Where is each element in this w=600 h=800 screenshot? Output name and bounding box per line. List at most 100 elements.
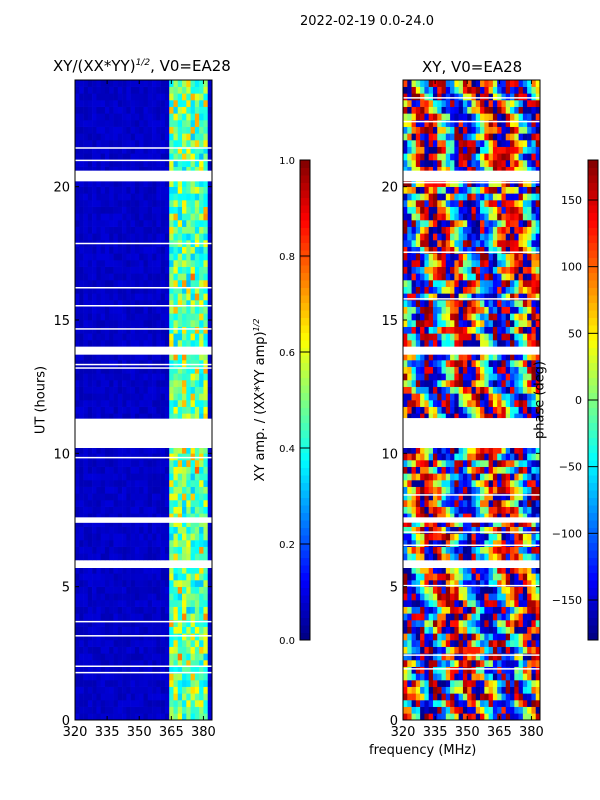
- heatmap-cell: [104, 146, 110, 154]
- heatmap-cell: [411, 253, 417, 261]
- heatmap-cell: [83, 713, 89, 721]
- heatmap-cell: [428, 453, 434, 461]
- heatmap-cell: [514, 366, 519, 374]
- heatmap-cell: [199, 293, 204, 301]
- heatmap-cell: [96, 246, 101, 254]
- heatmap-cell: [428, 706, 434, 714]
- heatmap-cell: [445, 653, 451, 661]
- flagged-row-line: [75, 286, 212, 289]
- heatmap-cell: [186, 606, 191, 614]
- heatmap-cell: [177, 233, 183, 241]
- heatmap-cell: [471, 513, 477, 521]
- heatmap-cell: [177, 206, 183, 214]
- heatmap-cell: [415, 293, 421, 301]
- heatmap-cell: [164, 646, 170, 654]
- heatmap-cell: [156, 466, 161, 474]
- heatmap-cell: [411, 593, 417, 601]
- heatmap-cell: [415, 713, 421, 721]
- heatmap-cell: [199, 493, 204, 501]
- heatmap-cell: [134, 180, 140, 187]
- heatmap-cell: [87, 366, 93, 374]
- heatmap-cell: [441, 713, 447, 721]
- heatmap-cell: [152, 180, 157, 187]
- heatmap-cell: [411, 313, 417, 321]
- heatmap-cell: [194, 213, 200, 221]
- heatmap-cell: [475, 393, 481, 401]
- heatmap-cell: [104, 226, 110, 234]
- heatmap-cell: [143, 546, 149, 554]
- heatmap-cell: [432, 300, 438, 307]
- heatmap-cell: [428, 586, 434, 594]
- heatmap-cell: [428, 653, 434, 661]
- heatmap-cell: [177, 360, 183, 367]
- heatmap-cell: [139, 580, 144, 587]
- heatmap-cell: [143, 273, 149, 281]
- heatmap-cell: [514, 300, 519, 307]
- heatmap-cell: [83, 453, 89, 461]
- heatmap-cell: [420, 273, 425, 281]
- heatmap-cell: [432, 606, 438, 614]
- heatmap-cell: [83, 340, 89, 347]
- heatmap-cell: [134, 566, 140, 574]
- heatmap-cell: [471, 706, 477, 714]
- heatmap-cell: [92, 573, 97, 581]
- heatmap-cell: [437, 613, 442, 621]
- heatmap-cell: [207, 260, 213, 267]
- heatmap-cell: [186, 393, 191, 401]
- heatmap-cell: [199, 586, 204, 594]
- heatmap-cell: [147, 233, 153, 241]
- heatmap-cell: [87, 613, 93, 621]
- heatmap-cell: [160, 93, 166, 101]
- heatmap-cell: [484, 633, 489, 641]
- heatmap-cell: [87, 393, 93, 401]
- heatmap-cell: [458, 393, 464, 401]
- heatmap-cell: [411, 453, 417, 461]
- heatmap-cell: [497, 413, 502, 421]
- heatmap-cell: [194, 693, 200, 701]
- heatmap-cell: [96, 266, 101, 274]
- heatmap-cell: [462, 500, 468, 507]
- heatmap-cell: [203, 260, 209, 267]
- heatmap-cell: [462, 446, 468, 454]
- heatmap-cell: [160, 180, 166, 187]
- heatmap-cell: [139, 120, 144, 127]
- heatmap-cell: [199, 406, 204, 414]
- heatmap-cell: [177, 326, 183, 334]
- heatmap-cell: [177, 666, 183, 674]
- heatmap-cell: [411, 393, 417, 401]
- heatmap-cell: [117, 666, 123, 674]
- heatmap-cell: [522, 360, 528, 367]
- heatmap-cell: [480, 360, 485, 367]
- heatmap-cell: [535, 273, 541, 281]
- heatmap-cell: [126, 146, 131, 154]
- heatmap-cell: [194, 360, 200, 367]
- heatmap-cell: [415, 506, 421, 514]
- heatmap-cell: [531, 386, 537, 394]
- heatmap-cell: [522, 340, 528, 347]
- heatmap-cell: [522, 306, 528, 314]
- heatmap-cell: [87, 400, 93, 407]
- heatmap-cell: [122, 146, 127, 154]
- heatmap-cell: [147, 413, 153, 421]
- heatmap-cell: [531, 246, 537, 254]
- heatmap-cell: [467, 500, 472, 507]
- heatmap-cell: [126, 573, 131, 581]
- heatmap-cell: [104, 653, 110, 661]
- heatmap-cell: [501, 520, 507, 527]
- heatmap-cell: [488, 293, 494, 301]
- heatmap-cell: [458, 466, 464, 474]
- heatmap-cell: [104, 273, 110, 281]
- heatmap-cell: [79, 260, 84, 267]
- heatmap-cell: [126, 366, 131, 374]
- heatmap-cell: [428, 300, 434, 307]
- heatmap-cell: [194, 586, 200, 594]
- heatmap-cell: [471, 266, 477, 274]
- heatmap-cell: [190, 573, 196, 581]
- heatmap-cell: [458, 460, 464, 467]
- heatmap-cell: [403, 386, 408, 394]
- heatmap-cell: [109, 686, 114, 694]
- heatmap-cell: [113, 386, 119, 394]
- heatmap-cell: [113, 180, 119, 187]
- heatmap-cell: [173, 120, 179, 127]
- heatmap-cell: [415, 413, 421, 421]
